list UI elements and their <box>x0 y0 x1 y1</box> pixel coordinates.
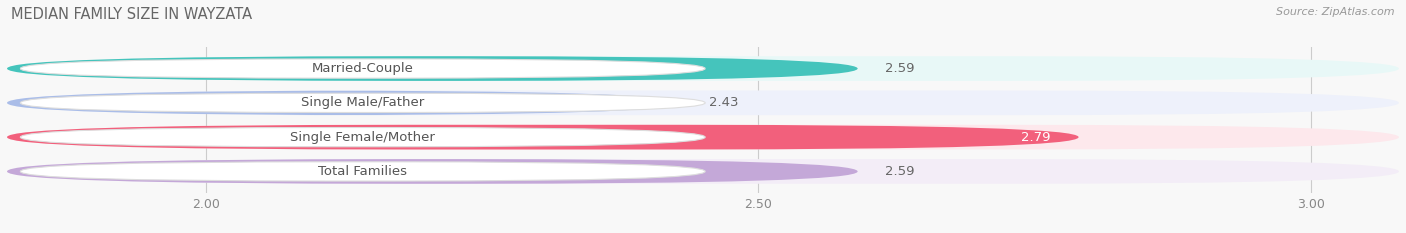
Text: Single Female/Mother: Single Female/Mother <box>290 131 436 144</box>
Text: 2.59: 2.59 <box>886 62 915 75</box>
FancyBboxPatch shape <box>7 125 1078 150</box>
Text: Single Male/Father: Single Male/Father <box>301 96 425 109</box>
FancyBboxPatch shape <box>7 159 858 184</box>
FancyBboxPatch shape <box>7 90 1399 115</box>
FancyBboxPatch shape <box>7 56 858 81</box>
Text: MEDIAN FAMILY SIZE IN WAYZATA: MEDIAN FAMILY SIZE IN WAYZATA <box>11 7 252 22</box>
Text: 2.79: 2.79 <box>1022 131 1052 144</box>
FancyBboxPatch shape <box>7 125 1399 150</box>
FancyBboxPatch shape <box>7 90 681 115</box>
FancyBboxPatch shape <box>20 127 706 147</box>
FancyBboxPatch shape <box>20 59 706 78</box>
FancyBboxPatch shape <box>20 162 706 181</box>
Text: Source: ZipAtlas.com: Source: ZipAtlas.com <box>1277 7 1395 17</box>
FancyBboxPatch shape <box>7 56 1399 81</box>
FancyBboxPatch shape <box>20 93 706 113</box>
Text: Married-Couple: Married-Couple <box>312 62 413 75</box>
Text: 2.43: 2.43 <box>709 96 738 109</box>
FancyBboxPatch shape <box>7 159 1399 184</box>
Text: 2.59: 2.59 <box>886 165 915 178</box>
Text: Total Families: Total Families <box>318 165 408 178</box>
